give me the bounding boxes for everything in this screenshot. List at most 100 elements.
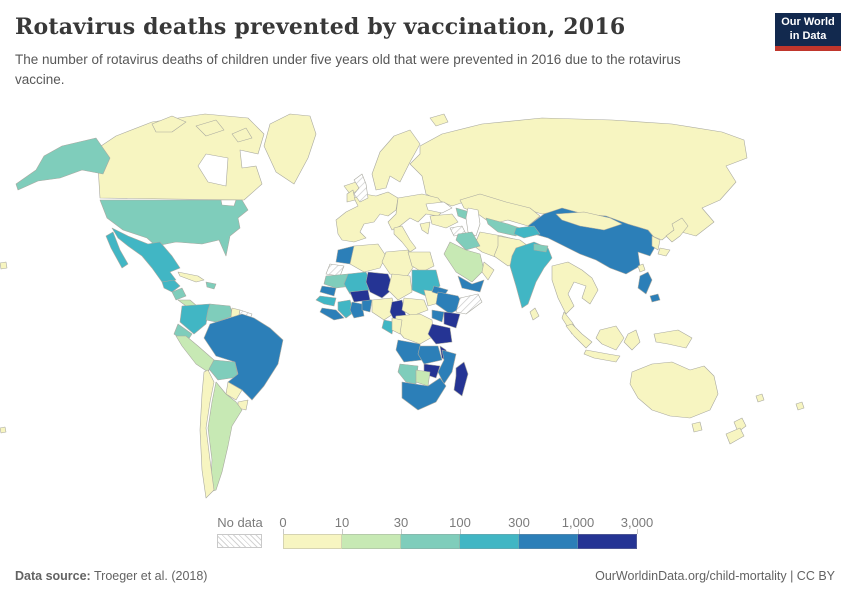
- country-botswana[interactable]: [415, 369, 431, 387]
- world-choropleth-map[interactable]: [0, 108, 850, 508]
- country-nz-north[interactable]: [733, 417, 747, 433]
- country-wsahara[interactable]: [325, 263, 345, 277]
- country-guatemala[interactable]: [161, 279, 181, 293]
- country-fiji-2[interactable]: [795, 401, 805, 411]
- country-oman[interactable]: [481, 261, 495, 281]
- country-java[interactable]: [583, 349, 621, 363]
- legend-bin-300-1000[interactable]: [519, 534, 578, 549]
- country-algeria[interactable]: [349, 243, 387, 273]
- country-nz-south[interactable]: [725, 427, 745, 445]
- owid-link[interactable]: OurWorldinData.org/child-mortality: [595, 569, 787, 583]
- legend-no-data-swatch[interactable]: [217, 534, 262, 548]
- country-congo[interactable]: [391, 317, 403, 335]
- country-indochina[interactable]: [551, 261, 599, 315]
- country-gabon[interactable]: [381, 319, 395, 335]
- country-taiwan[interactable]: [637, 263, 646, 273]
- country-turkey[interactable]: [429, 213, 459, 229]
- country-argentina[interactable]: [207, 381, 243, 493]
- country-kyrgyz-tajik[interactable]: [513, 225, 541, 239]
- country-senegal[interactable]: [319, 285, 337, 297]
- country-sierra-liberia[interactable]: [319, 307, 345, 321]
- black-sea-water: [425, 201, 453, 214]
- country-fiji-1[interactable]: [755, 393, 765, 403]
- legend-bin-100-300[interactable]: [460, 534, 519, 549]
- country-somalia[interactable]: [455, 293, 483, 315]
- country-ghana[interactable]: [349, 301, 365, 319]
- country-uganda[interactable]: [431, 309, 445, 323]
- data-source-note: Data source: Troeger et al. (2018): [15, 569, 207, 583]
- country-australia[interactable]: [629, 361, 719, 419]
- country-guinea[interactable]: [315, 295, 337, 307]
- country-brazil[interactable]: [203, 313, 284, 401]
- country-namibia[interactable]: [397, 363, 419, 385]
- country-sulawesi[interactable]: [623, 329, 641, 351]
- country-philippines-1[interactable]: [637, 271, 653, 295]
- owid-logo[interactable]: Our World in Data: [775, 13, 841, 51]
- legend-bin-10-30[interactable]: [342, 534, 401, 549]
- country-japan-south[interactable]: [657, 247, 671, 257]
- logo-line-1: Our World: [781, 16, 835, 29]
- country-saudi[interactable]: [443, 241, 485, 283]
- country-korea[interactable]: [651, 235, 661, 251]
- country-japan-main[interactable]: [665, 217, 689, 243]
- country-alaska[interactable]: [15, 137, 111, 191]
- country-burkina[interactable]: [349, 289, 371, 303]
- legend-bin-1000-3000[interactable]: [578, 534, 637, 549]
- country-arctic-2[interactable]: [195, 119, 225, 137]
- country-usa[interactable]: [99, 199, 249, 257]
- country-chad[interactable]: [387, 273, 413, 301]
- country-tanzania[interactable]: [427, 323, 453, 345]
- country-southafrica[interactable]: [401, 377, 447, 411]
- legend-color-bar: [283, 534, 637, 549]
- country-mongolia[interactable]: [555, 211, 623, 231]
- country-sumatra[interactable]: [565, 323, 593, 349]
- country-borneo[interactable]: [595, 325, 625, 351]
- country-sri-lanka[interactable]: [529, 307, 540, 321]
- country-paraguay[interactable]: [225, 381, 243, 401]
- country-madagascar[interactable]: [453, 361, 469, 397]
- country-baja[interactable]: [105, 231, 129, 269]
- legend-tick-mark: [637, 529, 638, 534]
- country-greece[interactable]: [419, 221, 431, 235]
- legend-bin-0-10[interactable]: [283, 534, 342, 549]
- country-europe-central[interactable]: [387, 193, 447, 231]
- country-mexico[interactable]: [111, 227, 181, 283]
- country-scandinavia[interactable]: [371, 129, 421, 191]
- country-nepal[interactable]: [533, 243, 549, 253]
- country-tasmania[interactable]: [691, 421, 703, 433]
- country-arctic-3[interactable]: [231, 127, 253, 143]
- country-kenya[interactable]: [443, 311, 461, 329]
- country-hispaniola[interactable]: [205, 281, 217, 290]
- country-philippines-2[interactable]: [649, 293, 661, 303]
- country-zambia[interactable]: [417, 345, 443, 365]
- country-car[interactable]: [401, 297, 429, 317]
- country-ireland[interactable]: [346, 189, 356, 203]
- legend-bin-30-100[interactable]: [401, 534, 460, 549]
- country-edge-speck-1[interactable]: [0, 261, 8, 270]
- legend-tick-mark: [342, 529, 343, 534]
- country-nigeria[interactable]: [371, 297, 397, 321]
- country-uk[interactable]: [353, 173, 369, 203]
- country-angola[interactable]: [395, 339, 423, 363]
- country-yemen[interactable]: [457, 275, 485, 293]
- country-peru[interactable]: [175, 335, 215, 373]
- country-europe-west[interactable]: [335, 191, 399, 243]
- country-cuba[interactable]: [177, 271, 205, 283]
- country-greenland[interactable]: [263, 113, 317, 185]
- country-arctic-1[interactable]: [151, 115, 187, 133]
- country-nicaragua[interactable]: [171, 287, 187, 301]
- footer-attribution: OurWorldinData.org/child-mortality | CC …: [595, 569, 835, 583]
- country-edge-speck-2[interactable]: [0, 426, 7, 434]
- country-cotedivoire[interactable]: [337, 299, 355, 319]
- country-niger[interactable]: [365, 271, 395, 299]
- country-chile[interactable]: [199, 369, 215, 499]
- country-italy[interactable]: [393, 225, 417, 253]
- country-newguinea[interactable]: [653, 329, 693, 349]
- country-colombia[interactable]: [179, 303, 211, 335]
- country-svalbard[interactable]: [429, 113, 449, 127]
- country-iraq[interactable]: [455, 231, 481, 251]
- country-egypt[interactable]: [407, 251, 435, 273]
- country-uzbekistan[interactable]: [485, 217, 521, 237]
- country-bolivia[interactable]: [208, 359, 239, 381]
